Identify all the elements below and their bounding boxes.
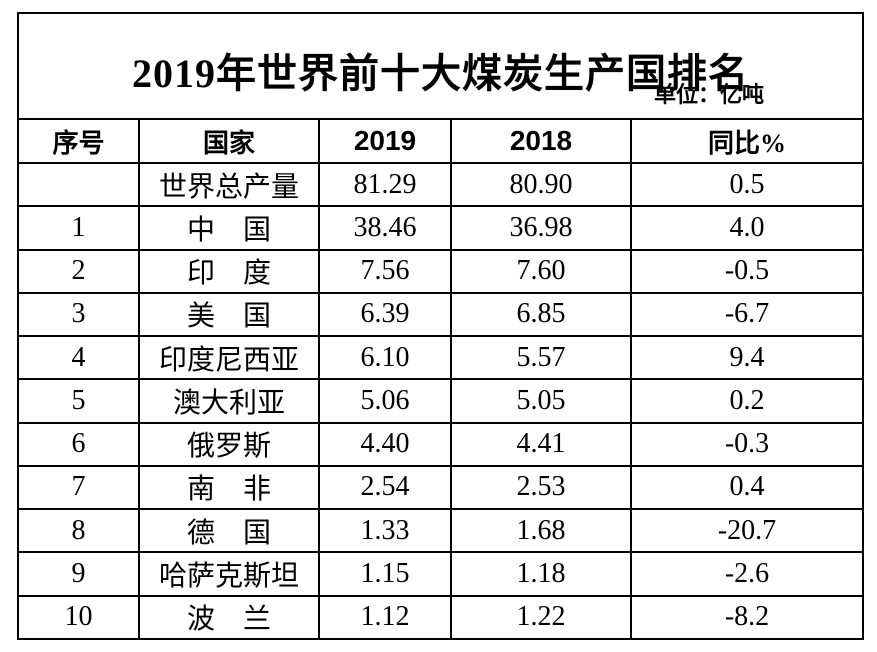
cell-rank: 8 xyxy=(17,508,140,554)
table-title: 2019年世界前十大煤炭生产国排名 xyxy=(132,51,749,96)
table-row: 6 俄罗斯 4.40 4.41 -0.3 xyxy=(17,421,865,467)
column-header-rank: 序号 xyxy=(17,118,140,164)
column-header-yoy: 同比% xyxy=(629,118,865,164)
cell-2018: 1.18 xyxy=(450,551,632,597)
cell-country: 印 度 xyxy=(138,248,320,294)
cell-2018: 2.53 xyxy=(450,464,632,511)
cell-rank: 9 xyxy=(17,551,140,597)
cell-country: 俄罗斯 xyxy=(138,421,320,467)
coal-production-table: 2019年世界前十大煤炭生产国排名 单位：亿吨 序号 国家 2019 2018 … xyxy=(16,12,865,641)
cell-country: 世界总产量 xyxy=(138,161,320,208)
cell-2018: 4.41 xyxy=(450,421,632,467)
cell-2018: 5.05 xyxy=(450,378,632,424)
cell-rank xyxy=(17,161,140,208)
cell-2018: 6.85 xyxy=(450,291,632,338)
cell-rank: 5 xyxy=(17,378,140,424)
cell-country: 美 国 xyxy=(138,291,320,338)
cell-rank: 10 xyxy=(17,594,140,641)
cell-rank: 7 xyxy=(17,464,140,511)
cell-2019: 2.54 xyxy=(318,464,452,511)
cell-country: 波 兰 xyxy=(138,594,320,641)
column-header-2019: 2019 xyxy=(318,118,452,164)
cell-2019: 7.56 xyxy=(318,248,452,294)
cell-country: 德 国 xyxy=(138,508,320,554)
cell-2019: 6.10 xyxy=(318,335,452,381)
column-header-country: 国家 xyxy=(138,118,320,164)
cell-yoy: -6.7 xyxy=(629,291,865,338)
cell-yoy: -0.5 xyxy=(629,248,865,294)
cell-2019: 5.06 xyxy=(318,378,452,424)
cell-yoy: 0.4 xyxy=(629,464,865,511)
cell-country: 印度尼西亚 xyxy=(138,335,320,381)
table-row: 10 波 兰 1.12 1.22 -8.2 xyxy=(17,594,865,641)
cell-country: 南 非 xyxy=(138,464,320,511)
cell-2019: 81.29 xyxy=(318,161,452,208)
cell-yoy: 0.5 xyxy=(629,161,865,208)
cell-2019: 38.46 xyxy=(318,205,452,251)
title-cell: 2019年世界前十大煤炭生产国排名 单位：亿吨 xyxy=(16,12,865,120)
cell-2019: 4.40 xyxy=(318,421,452,467)
cell-rank: 6 xyxy=(17,421,140,467)
table-row: 5 澳大利亚 5.06 5.05 0.2 xyxy=(17,378,865,424)
cell-2018: 7.60 xyxy=(450,248,632,294)
cell-rank: 3 xyxy=(17,291,140,338)
cell-rank: 2 xyxy=(17,248,140,294)
cell-yoy: -0.3 xyxy=(629,421,865,467)
table-row: 4 印度尼西亚 6.10 5.57 9.4 xyxy=(17,335,865,381)
cell-rank: 4 xyxy=(17,335,140,381)
unit-label: 单位：亿吨 xyxy=(654,82,765,107)
cell-2019: 1.33 xyxy=(318,508,452,554)
table-row: 世界总产量 81.29 80.90 0.5 xyxy=(17,161,865,208)
cell-rank: 1 xyxy=(17,205,140,251)
cell-2018: 1.22 xyxy=(450,594,632,641)
header-row: 序号 国家 2019 2018 同比% xyxy=(17,118,865,164)
cell-country: 澳大利亚 xyxy=(138,378,320,424)
table-row: 9 哈萨克斯坦 1.15 1.18 -2.6 xyxy=(17,551,865,597)
cell-2019: 1.15 xyxy=(318,551,452,597)
cell-yoy: -2.6 xyxy=(629,551,865,597)
cell-country: 哈萨克斯坦 xyxy=(138,551,320,597)
column-header-2018: 2018 xyxy=(450,118,632,164)
cell-yoy: -8.2 xyxy=(629,594,865,641)
cell-country: 中 国 xyxy=(138,205,320,251)
cell-2019: 1.12 xyxy=(318,594,452,641)
cell-yoy: -20.7 xyxy=(629,508,865,554)
cell-2018: 1.68 xyxy=(450,508,632,554)
cell-yoy: 9.4 xyxy=(629,335,865,381)
cell-2018: 36.98 xyxy=(450,205,632,251)
cell-2019: 6.39 xyxy=(318,291,452,338)
cell-2018: 5.57 xyxy=(450,335,632,381)
cell-yoy: 0.2 xyxy=(629,378,865,424)
cell-yoy: 4.0 xyxy=(629,205,865,251)
title-row: 2019年世界前十大煤炭生产国排名 单位：亿吨 xyxy=(16,12,865,120)
cell-2018: 80.90 xyxy=(450,161,632,208)
